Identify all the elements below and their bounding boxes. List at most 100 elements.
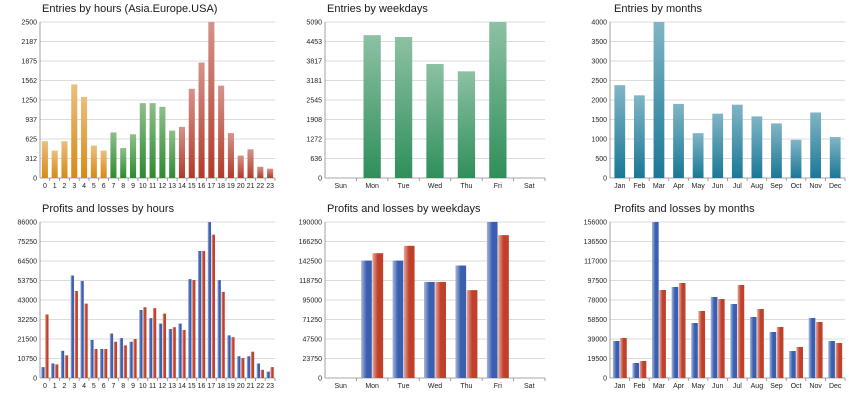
x-tick-label: 2 xyxy=(63,383,67,390)
y-tick-label: 4000 xyxy=(591,20,607,27)
profit-bar xyxy=(487,222,498,378)
profit-bar xyxy=(691,323,698,378)
y-tick-label: 625 xyxy=(25,137,37,144)
y-tick-label: 136500 xyxy=(584,239,607,246)
bar xyxy=(130,134,136,178)
x-tick-label: Jun xyxy=(712,183,723,190)
bar xyxy=(71,84,77,178)
loss-bar xyxy=(796,347,803,378)
x-tick-label: 20 xyxy=(237,183,245,190)
profit-bar xyxy=(266,372,269,378)
x-tick-label: 0 xyxy=(43,383,47,390)
bar xyxy=(247,149,253,178)
profit-bar xyxy=(120,338,123,378)
loss-bar xyxy=(270,367,273,378)
profit-bar xyxy=(424,282,435,378)
x-tick-label: Dec xyxy=(829,383,842,390)
chart-title: Entries by hours (Asia.Europe.USA) xyxy=(42,3,217,15)
x-tick-label: 5 xyxy=(92,183,96,190)
x-tick-label: Sep xyxy=(770,383,783,390)
loss-bar xyxy=(640,361,647,378)
y-tick-label: 3000 xyxy=(591,59,607,66)
bar xyxy=(614,85,625,178)
loss-bar xyxy=(777,327,784,378)
loss-bar xyxy=(372,253,383,378)
y-tick-label: 0 xyxy=(318,376,322,383)
loss-bar xyxy=(836,343,843,378)
loss-bar xyxy=(404,246,415,378)
x-tick-label: 3 xyxy=(72,383,76,390)
x-tick-label: Mar xyxy=(653,383,666,390)
loss-bar xyxy=(75,291,78,378)
loss-bar xyxy=(84,304,87,378)
x-tick-label: Tue xyxy=(398,183,410,190)
x-tick-label: May xyxy=(692,383,706,390)
x-tick-label: 19 xyxy=(227,383,235,390)
y-tick-label: 10750 xyxy=(18,356,38,363)
bar xyxy=(61,141,67,178)
loss-bar xyxy=(172,327,175,378)
y-tick-label: 1250 xyxy=(21,98,37,105)
loss-bar xyxy=(435,282,446,378)
profit-bar xyxy=(247,356,250,378)
y-tick-label: 500 xyxy=(595,156,607,163)
loss-bar xyxy=(133,339,136,378)
entries-by-weekdays-chart: Entries by weekdays 0 636 1272 1908 2545 3181 3… xyxy=(306,3,545,190)
x-tick-label: Dec xyxy=(829,183,842,190)
entries-by-months-chart: Entries by months 0 500 1000 1500 2000 2500 300… xyxy=(591,3,845,190)
x-tick-label: 6 xyxy=(102,383,106,390)
x-tick-label: 15 xyxy=(188,383,196,390)
y-tick-label: 2000 xyxy=(591,98,607,105)
bar xyxy=(489,22,506,178)
x-tick-label: 20 xyxy=(237,383,245,390)
x-tick-label: Jul xyxy=(733,383,742,390)
y-tick-label: 19500 xyxy=(588,356,608,363)
x-tick-label: 11 xyxy=(149,183,156,190)
x-tick-label: 23 xyxy=(266,183,274,190)
x-tick-label: 12 xyxy=(158,383,166,390)
profit-bar xyxy=(61,351,64,378)
profit-bar xyxy=(198,251,201,378)
profit-bar xyxy=(178,324,181,378)
bar xyxy=(712,114,723,178)
x-tick-label: 1 xyxy=(53,383,57,390)
profit-bar xyxy=(393,261,404,378)
bar xyxy=(426,64,443,178)
bar xyxy=(395,37,412,178)
y-tick-label: 142500 xyxy=(299,259,322,266)
x-tick-label: Wed xyxy=(428,383,442,390)
bar xyxy=(91,146,97,178)
profit-bar xyxy=(227,335,230,378)
x-tick-label: Feb xyxy=(633,183,645,190)
bar xyxy=(199,63,205,178)
bar xyxy=(52,151,58,178)
x-tick-label: 15 xyxy=(188,183,196,190)
x-tick-label: 22 xyxy=(256,183,264,190)
loss-bar xyxy=(467,290,478,378)
x-tick-label: Jul xyxy=(733,183,742,190)
bar xyxy=(791,140,802,178)
loss-bar xyxy=(261,370,264,378)
x-tick-label: 1 xyxy=(53,183,57,190)
loss-bar xyxy=(143,307,146,378)
y-tick-label: 2500 xyxy=(591,78,607,85)
y-tick-label: 86000 xyxy=(18,220,38,227)
loss-bar xyxy=(163,314,166,378)
loss-bar xyxy=(757,309,764,378)
y-tick-label: 190000 xyxy=(299,220,322,227)
x-tick-label: 18 xyxy=(217,183,225,190)
y-tick-label: 58500 xyxy=(588,317,608,324)
bar xyxy=(208,22,214,178)
chart-title: Entries by weekdays xyxy=(327,3,428,15)
loss-bar xyxy=(679,283,686,378)
loss-bar xyxy=(221,292,224,378)
y-tick-label: 1875 xyxy=(21,59,37,66)
y-tick-label: 0 xyxy=(603,376,607,383)
x-tick-label: 9 xyxy=(131,383,135,390)
profit-bar xyxy=(41,367,44,378)
profit-bar xyxy=(90,340,93,378)
x-tick-label: Jun xyxy=(712,383,723,390)
entries-by-hours-chart: Entries by hours (Asia.Europe.USA)031262… xyxy=(21,3,275,190)
y-tick-label: 32250 xyxy=(18,317,38,324)
